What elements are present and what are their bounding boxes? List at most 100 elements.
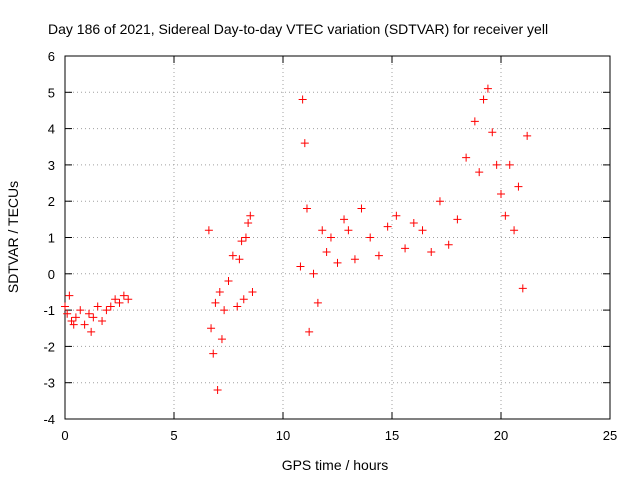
- y-tick-label: -4: [43, 412, 55, 427]
- x-tick-label: 10: [276, 428, 290, 443]
- y-tick-label: -1: [43, 303, 55, 318]
- y-tick-label: 6: [48, 49, 55, 64]
- data-point: [98, 316, 107, 325]
- y-tick-label: 3: [48, 158, 55, 173]
- data-point: [65, 291, 74, 300]
- data-point: [501, 211, 510, 220]
- data-point: [333, 258, 342, 267]
- y-tick-label: 4: [48, 122, 55, 137]
- data-point: [106, 302, 115, 311]
- data-point: [248, 287, 257, 296]
- data-point: [350, 255, 359, 264]
- data-point: [401, 244, 410, 253]
- data-point: [237, 237, 246, 246]
- data-point: [235, 255, 244, 264]
- x-tick-label: 20: [494, 428, 508, 443]
- data-point: [409, 218, 418, 227]
- y-tick-label: 1: [48, 231, 55, 246]
- data-point: [309, 269, 318, 278]
- data-point: [217, 335, 226, 344]
- data-point: [374, 251, 383, 260]
- x-tick-label: 5: [170, 428, 177, 443]
- data-point: [244, 218, 253, 227]
- data-points: [61, 84, 532, 394]
- data-point: [204, 226, 213, 235]
- data-point: [475, 168, 484, 177]
- data-point: [453, 215, 462, 224]
- data-point: [84, 309, 93, 318]
- data-point: [298, 95, 307, 104]
- grid-lines: [65, 56, 610, 419]
- data-point: [111, 295, 120, 304]
- y-axis-label: SDTVAR / TECUs: [5, 181, 21, 293]
- data-point: [76, 306, 85, 315]
- data-point: [102, 306, 111, 315]
- data-point: [61, 302, 69, 311]
- data-point: [510, 226, 519, 235]
- data-point: [228, 251, 237, 260]
- data-point: [366, 233, 375, 242]
- y-tick-label: 5: [48, 85, 55, 100]
- data-point: [492, 160, 501, 169]
- data-point: [318, 226, 327, 235]
- data-point: [80, 320, 89, 329]
- data-point: [344, 226, 353, 235]
- data-point: [435, 197, 444, 206]
- data-point: [462, 153, 471, 162]
- data-point: [233, 302, 242, 311]
- data-point: [115, 298, 124, 307]
- data-point: [313, 298, 322, 307]
- data-point: [224, 277, 233, 286]
- x-tick-label: 15: [385, 428, 399, 443]
- data-point: [207, 324, 216, 333]
- data-point: [479, 95, 488, 104]
- data-point: [93, 302, 102, 311]
- data-point: [220, 306, 229, 315]
- data-point: [340, 215, 349, 224]
- data-point: [326, 233, 335, 242]
- data-point: [518, 284, 527, 293]
- y-tick-label: -3: [43, 376, 55, 391]
- data-point: [470, 117, 479, 126]
- tick-labels: 0 5 10 15 20 25 -4 -3 -2 -1 0 1 2 3 4 5 6: [43, 49, 617, 443]
- data-point: [89, 313, 98, 322]
- data-point: [427, 248, 436, 257]
- data-point: [383, 222, 392, 231]
- data-point: [63, 309, 72, 318]
- data-point: [87, 327, 96, 336]
- data-point: [215, 287, 224, 296]
- data-point: [505, 160, 514, 169]
- data-point: [497, 189, 505, 198]
- data-point: [67, 316, 76, 325]
- data-point: [305, 327, 314, 336]
- data-point: [239, 295, 248, 304]
- data-point: [296, 262, 305, 271]
- data-point: [357, 204, 366, 213]
- data-point: [209, 349, 218, 358]
- tick-marks: [64, 55, 611, 420]
- y-tick-label: -2: [43, 339, 55, 354]
- data-point: [444, 240, 453, 249]
- data-point: [211, 298, 220, 307]
- data-point: [213, 385, 222, 394]
- y-tick-label: 0: [48, 267, 55, 282]
- data-point: [71, 313, 80, 322]
- data-point: [246, 211, 255, 220]
- x-axis-label: GPS time / hours: [282, 457, 389, 473]
- data-point: [514, 182, 523, 191]
- data-point: [300, 139, 309, 148]
- data-point: [483, 84, 492, 93]
- data-point: [418, 226, 427, 235]
- y-tick-label: 2: [48, 194, 55, 209]
- x-tick-label: 25: [603, 428, 617, 443]
- data-point: [392, 211, 401, 220]
- x-tick-label: 0: [61, 428, 68, 443]
- data-point: [523, 131, 532, 140]
- data-point: [488, 128, 497, 137]
- chart-title: Day 186 of 2021, Sidereal Day-to-day VTE…: [48, 21, 548, 37]
- data-point: [302, 204, 311, 213]
- data-point: [69, 320, 78, 329]
- data-point: [124, 295, 133, 304]
- data-point: [322, 248, 331, 257]
